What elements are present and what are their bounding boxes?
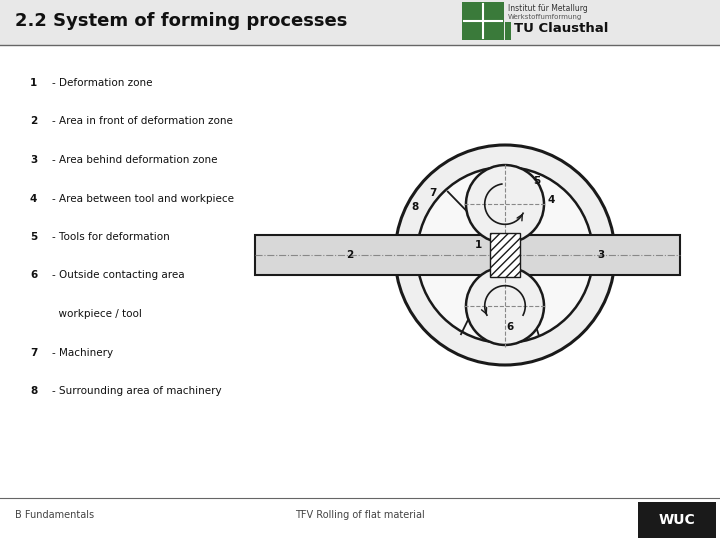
Text: TU Clausthal: TU Clausthal xyxy=(514,22,608,35)
Text: 7: 7 xyxy=(429,188,436,198)
Circle shape xyxy=(466,267,544,345)
Text: 5: 5 xyxy=(30,232,37,242)
Text: 3: 3 xyxy=(598,250,605,260)
Text: 8: 8 xyxy=(30,386,37,396)
Text: 1: 1 xyxy=(474,240,482,250)
Text: - Area between tool and workpiece: - Area between tool and workpiece xyxy=(52,193,234,204)
Text: 6: 6 xyxy=(506,322,513,332)
Text: 5: 5 xyxy=(534,176,541,186)
Text: - Deformation zone: - Deformation zone xyxy=(52,78,153,88)
Text: - Tools for deformation: - Tools for deformation xyxy=(52,232,170,242)
Circle shape xyxy=(466,165,544,243)
Text: 10: 10 xyxy=(686,510,700,520)
Text: 6: 6 xyxy=(30,271,37,280)
Text: 3: 3 xyxy=(30,155,37,165)
Bar xyxy=(505,22,511,40)
Text: workpiece / tool: workpiece / tool xyxy=(52,309,142,319)
Circle shape xyxy=(395,145,615,365)
Text: B Fundamentals: B Fundamentals xyxy=(15,510,94,520)
Text: - Area behind deformation zone: - Area behind deformation zone xyxy=(52,155,217,165)
Bar xyxy=(462,2,504,40)
Text: 8: 8 xyxy=(411,201,418,212)
Text: 7: 7 xyxy=(30,348,37,357)
Bar xyxy=(0,0,720,45)
Text: Werkstoffumformung: Werkstoffumformung xyxy=(508,14,582,20)
Text: 2: 2 xyxy=(30,117,37,126)
Text: - Surrounding area of machinery: - Surrounding area of machinery xyxy=(52,386,222,396)
Text: 4: 4 xyxy=(30,193,37,204)
Text: TFV Rolling of flat material: TFV Rolling of flat material xyxy=(295,510,425,520)
Text: 4: 4 xyxy=(547,195,554,205)
Text: 2: 2 xyxy=(346,250,354,260)
Circle shape xyxy=(417,167,593,343)
Text: - Machinery: - Machinery xyxy=(52,348,113,357)
Text: - Outside contacting area: - Outside contacting area xyxy=(52,271,184,280)
Bar xyxy=(490,233,520,277)
Text: Institut für Metallurg: Institut für Metallurg xyxy=(508,4,588,13)
Text: - Area in front of deformation zone: - Area in front of deformation zone xyxy=(52,117,233,126)
Bar xyxy=(255,235,680,275)
Text: 2.2 System of forming processes: 2.2 System of forming processes xyxy=(15,12,347,30)
Bar xyxy=(638,502,716,538)
Text: 1: 1 xyxy=(30,78,37,88)
Text: WUC: WUC xyxy=(659,513,696,527)
